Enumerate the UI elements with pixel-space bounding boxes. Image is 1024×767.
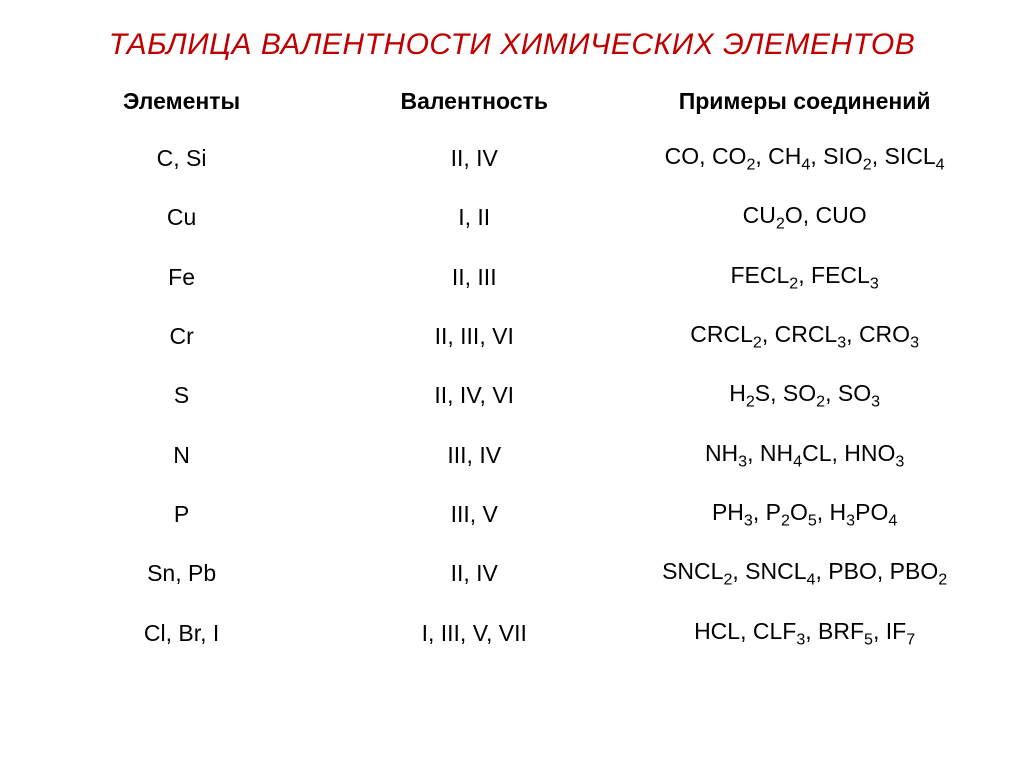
cell-valence: II, IV [323, 544, 625, 603]
cell-examples: H2S, SO2, SO3 [625, 366, 984, 425]
cell-valence: III, IV [323, 426, 625, 485]
cell-valence: III, V [323, 485, 625, 544]
cell-examples: CRCL2, CRCL3, CRO3 [625, 307, 984, 366]
cell-examples: SNCL2, SNCL4, PBO, PBO2 [625, 544, 984, 603]
cell-valence: I, III, V, VII [323, 604, 625, 663]
cell-valence: II, IV [323, 129, 625, 188]
table-row: C, Si II, IV CO, CO2, CH4, SIO2, SICL4 [40, 129, 984, 188]
cell-elements: P [40, 485, 323, 544]
cell-elements: N [40, 426, 323, 485]
cell-examples: FECL2, FECL3 [625, 248, 984, 307]
cell-elements: Cl, Br, I [40, 604, 323, 663]
valence-table: Элементы Валентность Примеры соединений … [40, 80, 984, 663]
cell-elements: Sn, Pb [40, 544, 323, 603]
table-row: Cu I, II CU2O, CUO [40, 188, 984, 247]
table-row: N III, IV NH3, NH4CL, HNO3 [40, 426, 984, 485]
cell-elements: Fe [40, 248, 323, 307]
table-header-row: Элементы Валентность Примеры соединений [40, 80, 984, 129]
col-header-valence: Валентность [323, 80, 625, 129]
cell-examples: NH3, NH4CL, HNO3 [625, 426, 984, 485]
table-row: Fe II, III FECL2, FECL3 [40, 248, 984, 307]
cell-elements: C, Si [40, 129, 323, 188]
table-row: Cl, Br, I I, III, V, VII HCL, CLF3, BRF5… [40, 604, 984, 663]
page-container: ТАБЛИЦА ВАЛЕНТНОСТИ ХИМИЧЕСКИХ ЭЛЕМЕНТОВ… [0, 0, 1024, 683]
cell-valence: I, II [323, 188, 625, 247]
cell-valence: II, III [323, 248, 625, 307]
page-title: ТАБЛИЦА ВАЛЕНТНОСТИ ХИМИЧЕСКИХ ЭЛЕМЕНТОВ [40, 28, 984, 62]
cell-examples: HCL, CLF3, BRF5, IF7 [625, 604, 984, 663]
cell-elements: S [40, 366, 323, 425]
cell-valence: II, IV, VI [323, 366, 625, 425]
table-row: S II, IV, VI H2S, SO2, SO3 [40, 366, 984, 425]
cell-examples: PH3, P2O5, H3PO4 [625, 485, 984, 544]
cell-examples: CU2O, CUO [625, 188, 984, 247]
cell-elements: Cr [40, 307, 323, 366]
table-row: Sn, Pb II, IV SNCL2, SNCL4, PBO, PBO2 [40, 544, 984, 603]
col-header-elements: Элементы [40, 80, 323, 129]
cell-examples: CO, CO2, CH4, SIO2, SICL4 [625, 129, 984, 188]
table-row: P III, V PH3, P2O5, H3PO4 [40, 485, 984, 544]
table-body: C, Si II, IV CO, CO2, CH4, SIO2, SICL4 C… [40, 129, 984, 663]
cell-elements: Cu [40, 188, 323, 247]
col-header-examples: Примеры соединений [625, 80, 984, 129]
table-row: Cr II, III, VI CRCL2, CRCL3, CRO3 [40, 307, 984, 366]
cell-valence: II, III, VI [323, 307, 625, 366]
